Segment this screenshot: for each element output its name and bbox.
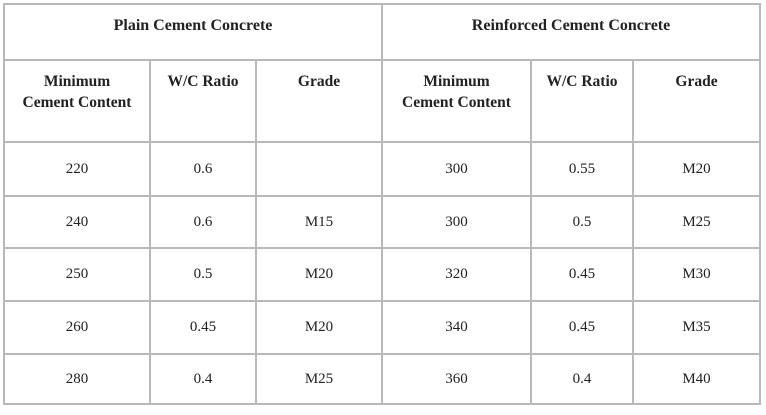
table-body: 220 0.6 300 0.55 M20 240 0.6 M15 300 0.5 M25 250 0.5…: [3, 141, 762, 405]
table-cell: 260: [3, 300, 151, 355]
column-header: Grade: [255, 59, 383, 143]
table-cell: M25: [631, 195, 762, 249]
table-cell: 340: [381, 300, 532, 355]
table-row: 250 0.5 M20 320 0.45 M30: [3, 247, 762, 302]
table-cell: M35: [631, 300, 762, 355]
table-cell: M25: [255, 353, 383, 405]
column-header: Grade: [631, 59, 762, 143]
table-row: 220 0.6 300 0.55 M20: [3, 141, 762, 197]
column-header-text: Minimum Cement Content: [402, 73, 511, 111]
table-cell: 300: [381, 141, 532, 197]
table-row: 240 0.6 M15 300 0.5 M25: [3, 195, 762, 249]
table-cell: M40: [631, 353, 762, 405]
table-cell: M20: [255, 247, 383, 302]
table-cell: 220: [3, 141, 151, 197]
table-row: 260 0.45 M20 340 0.45 M35: [3, 300, 762, 355]
table-cell: 0.6: [149, 141, 257, 197]
column-header: Minimum Cement Content: [381, 59, 532, 143]
table-cell: 280: [3, 353, 151, 405]
column-row: Minimum Cement Content W/C Ratio Grade Mini…: [3, 59, 762, 143]
table-cell: 0.4: [149, 353, 257, 405]
table-cell: 240: [3, 195, 151, 249]
column-header: W/C Ratio: [149, 59, 257, 143]
table-cell: 0.45: [530, 300, 634, 355]
table-cell: 0.45: [149, 300, 257, 355]
table-cell: M20: [255, 300, 383, 355]
table-row: 280 0.4 M25 360 0.4 M40: [3, 353, 762, 405]
column-header-text: W/C Ratio: [546, 73, 618, 90]
column-header-text: Grade: [297, 73, 341, 90]
table-cell: 320: [381, 247, 532, 302]
column-header-text: Minimum Cement Content: [22, 73, 132, 111]
table-cell: M15: [255, 195, 383, 249]
table-cell: 0.5: [530, 195, 634, 249]
group-header: Plain Cement Concrete: [3, 3, 383, 61]
table-cell: 0.4: [530, 353, 634, 405]
column-header-text: Grade: [675, 73, 718, 90]
table-cell: 360: [381, 353, 532, 405]
table-head: Plain Cement Concrete Reinforced Cement …: [3, 3, 762, 143]
column-header: Minimum Cement Content: [3, 59, 151, 143]
table-cell: 0.6: [149, 195, 257, 249]
table-cell: M20: [631, 141, 762, 197]
group-header: Reinforced Cement Concrete: [380, 3, 762, 61]
table-cell: 250: [3, 247, 151, 302]
column-header-text: W/C Ratio: [167, 73, 239, 90]
table-cell: 0.55: [530, 141, 634, 197]
table-cell: M30: [631, 247, 762, 302]
column-header: W/C Ratio: [530, 59, 634, 143]
table-cell: 0.5: [149, 247, 257, 302]
group-row: Plain Cement Concrete Reinforced Cement …: [3, 3, 762, 61]
table-cell: 300: [381, 195, 532, 249]
concrete-table: Plain Cement Concrete Reinforced Cement …: [3, 3, 762, 405]
table-cell: [255, 141, 383, 197]
table-cell: 0.45: [530, 247, 634, 302]
